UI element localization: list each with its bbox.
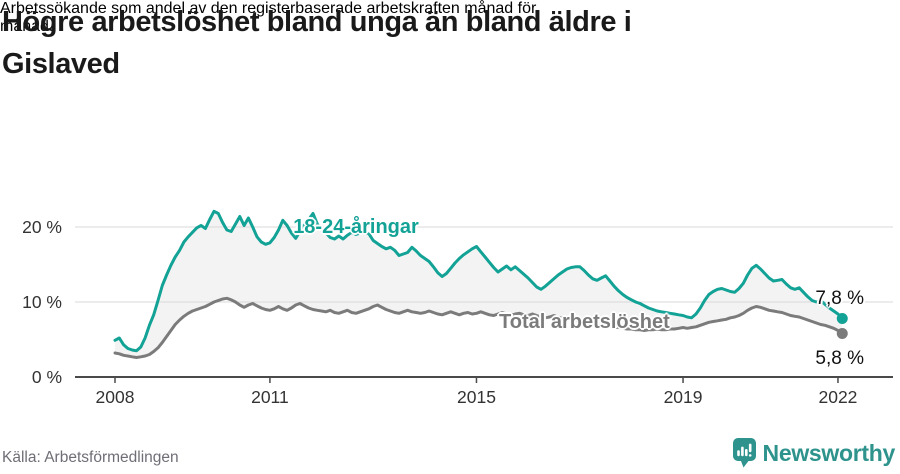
newsworthy-logo-icon bbox=[732, 438, 756, 468]
y-tick-label: 10 % bbox=[22, 292, 62, 312]
newsworthy-brand-link[interactable]: Newsworthy bbox=[732, 437, 896, 469]
title-line-2: Gislaved bbox=[2, 48, 120, 80]
x-tick-label: 2015 bbox=[457, 387, 496, 407]
end-value-label-18-24: 7,8 % bbox=[815, 288, 864, 309]
title-line-1: Högre arbetslöshet bland unga än bland ä… bbox=[2, 6, 632, 38]
x-tick-label: 2022 bbox=[818, 387, 857, 407]
x-tick-label: 2019 bbox=[664, 387, 703, 407]
end-dot-18-24 bbox=[836, 313, 848, 324]
subtitle-line-2: månad. bbox=[0, 18, 54, 35]
series-label-total: Total arbetslöshet bbox=[499, 311, 670, 333]
x-tick-label: 2008 bbox=[96, 387, 135, 407]
subtitle-line-1: Arbetssökande som andel av den registerb… bbox=[0, 0, 537, 17]
y-tick-label: 20 % bbox=[22, 217, 62, 237]
series-line-total bbox=[113, 296, 844, 359]
page-title: Högre arbetslöshet bland unga än bland ä… bbox=[2, 1, 892, 85]
newsworthy-wordmark: Newsworthy bbox=[762, 440, 896, 466]
area-between-series bbox=[115, 211, 843, 358]
x-tick-label: 2011 bbox=[251, 387, 289, 407]
end-dot-total bbox=[836, 328, 848, 339]
series-line-18-24 bbox=[113, 209, 844, 353]
unemployment-line-chart: 20 % 10 % 0 % 2008 2011 2015 2019 2022 bbox=[22, 209, 893, 407]
series-label-18-24: 18-24-åringar bbox=[293, 216, 419, 238]
end-value-label-total: 5,8 % bbox=[815, 348, 864, 369]
source-attribution: Källa: Arbetsförmedlingen bbox=[2, 449, 179, 466]
y-tick-label: 0 % bbox=[32, 367, 62, 387]
